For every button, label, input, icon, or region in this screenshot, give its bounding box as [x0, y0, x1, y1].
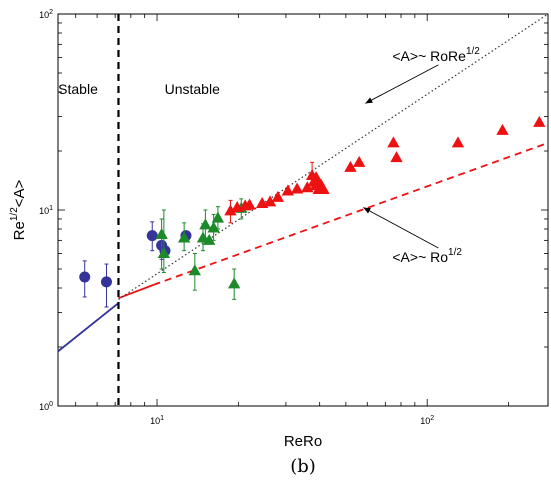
triangle-data-point	[387, 136, 400, 148]
region-label: Stable	[58, 81, 98, 97]
triangle-data-point	[227, 277, 241, 289]
dotted-trend-line	[118, 13, 549, 300]
triangle-data-point	[290, 182, 304, 194]
triangle-data-point	[243, 198, 256, 210]
axis-ticks: 101 102 100 101 102	[39, 9, 548, 426]
y-tick-label: 101	[39, 205, 53, 216]
annotations: <A>~ RoRe1/2 <A>~ Ro1/2	[363, 46, 480, 265]
triangle-data-point	[177, 231, 191, 243]
triangle-data-point	[263, 195, 277, 207]
x-axis-label: ReRo	[284, 433, 322, 450]
triangle-data-point	[224, 204, 237, 216]
triangle-data-point	[155, 227, 168, 240]
circle-data-point	[146, 230, 158, 242]
triangle-data-point	[344, 160, 357, 172]
triangle-data-point	[207, 221, 220, 233]
annotation-label: <A>~ Ro1/2	[392, 247, 462, 265]
triangle-data-point	[271, 190, 285, 202]
y-tick-label: 100	[39, 401, 53, 412]
triangle-data-point	[496, 123, 509, 135]
triangle-data-point	[390, 151, 403, 163]
triangle-data-point	[199, 218, 212, 230]
triangle-data-point	[203, 233, 216, 245]
annotation-label: <A>~ RoRe1/2	[392, 46, 480, 64]
solid-trend-line	[57, 302, 120, 353]
triangle-data-point	[312, 178, 330, 194]
annotation-arrowhead	[365, 97, 373, 104]
triangle-data-point	[157, 246, 171, 259]
triangle-data-point	[211, 211, 225, 223]
axis-labels: ReRo Re1/2<A>	[9, 179, 322, 450]
annotation-arrowhead	[363, 207, 371, 214]
regions: Stable Unstable	[58, 81, 220, 97]
region-label: Unstable	[165, 81, 220, 97]
triangle-data-point	[451, 136, 465, 148]
y-tick-label: 102	[39, 9, 53, 20]
triangle-data-point	[281, 184, 295, 196]
triangle-data-point	[188, 264, 201, 276]
figure-caption: (b)	[290, 456, 316, 477]
annotation-arrow	[363, 207, 439, 249]
y-axis-label: Re1/2<A>	[9, 179, 28, 240]
data-points	[79, 115, 546, 308]
circle-data-point	[100, 276, 112, 288]
x-tick-label: 102	[420, 415, 434, 426]
triangle-data-point	[352, 155, 366, 167]
annotation-arrow	[365, 64, 439, 104]
dashed-trend-line	[153, 142, 549, 286]
triangle-data-point	[533, 115, 546, 127]
circle-data-point	[79, 271, 91, 283]
x-tick-label: 101	[150, 415, 164, 426]
fit-lines	[57, 13, 549, 406]
plot-frame	[57, 13, 549, 407]
solid-trend-line	[118, 284, 154, 299]
